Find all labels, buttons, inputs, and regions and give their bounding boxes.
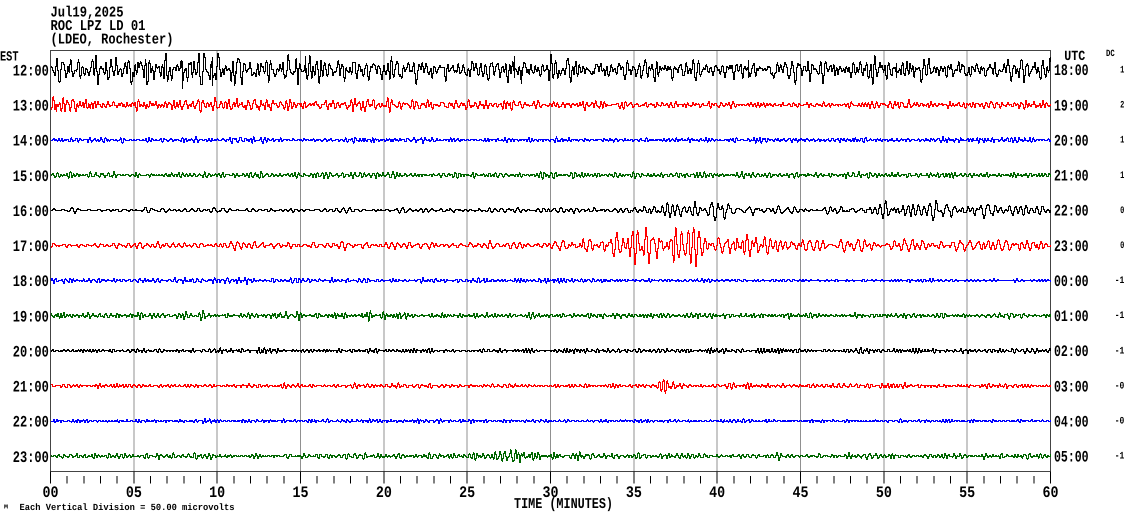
svg-text:15: 15 xyxy=(293,484,309,502)
svg-text:00:00: 00:00 xyxy=(1054,273,1089,291)
svg-text:(LDEO, Rochester): (LDEO, Rochester) xyxy=(51,32,174,49)
svg-text:19:00: 19:00 xyxy=(13,308,49,326)
svg-text:0: 0 xyxy=(1120,206,1124,217)
svg-text:21:00: 21:00 xyxy=(1054,168,1089,186)
svg-text:20:00: 20:00 xyxy=(13,343,49,361)
svg-text:14:00: 14:00 xyxy=(13,133,49,151)
svg-text:22:00: 22:00 xyxy=(1054,203,1089,221)
svg-text:17:00: 17:00 xyxy=(13,238,49,256)
svg-text:Each Vertical Division = 50.: Each Vertical Division = 50.00 microvolt… xyxy=(20,502,235,513)
svg-text:00: 00 xyxy=(43,484,59,502)
svg-text:18:00: 18:00 xyxy=(13,273,49,291)
svg-text:60: 60 xyxy=(1043,484,1059,502)
svg-text:-1: -1 xyxy=(1115,346,1125,357)
svg-text:16:00: 16:00 xyxy=(13,203,49,221)
svg-text:01:00: 01:00 xyxy=(1054,308,1089,326)
svg-text:23:00: 23:00 xyxy=(13,449,49,467)
svg-text:-1: -1 xyxy=(1115,452,1125,463)
svg-text:21:00: 21:00 xyxy=(13,379,49,397)
svg-text:1: 1 xyxy=(1120,136,1124,147)
svg-text:05: 05 xyxy=(126,484,142,502)
svg-text:22:00: 22:00 xyxy=(13,414,49,432)
svg-text:40: 40 xyxy=(709,484,725,502)
svg-text:1: 1 xyxy=(1120,171,1124,182)
svg-text:45: 45 xyxy=(793,484,809,502)
svg-text:0: 0 xyxy=(1120,241,1124,252)
svg-text:Jul19,2025: Jul19,2025 xyxy=(51,5,124,22)
svg-text:EST: EST xyxy=(0,49,19,65)
svg-text:18:00: 18:00 xyxy=(1054,62,1089,80)
svg-text:35: 35 xyxy=(626,484,642,502)
svg-text:10: 10 xyxy=(209,484,225,502)
svg-text:TIME (MINUTES): TIME (MINUTES) xyxy=(514,496,613,513)
svg-text:15:00: 15:00 xyxy=(13,168,49,186)
svg-text:-0: -0 xyxy=(1115,417,1125,428)
svg-text:12:00: 12:00 xyxy=(13,63,49,81)
svg-text:1: 1 xyxy=(1120,65,1124,76)
svg-text:M: M xyxy=(4,503,8,510)
svg-text:-0: -0 xyxy=(1115,381,1125,392)
svg-text:13:00: 13:00 xyxy=(13,98,49,116)
svg-text:23:00: 23:00 xyxy=(1054,238,1089,256)
svg-text:2: 2 xyxy=(1120,101,1124,112)
svg-text:03:00: 03:00 xyxy=(1054,378,1089,396)
svg-text:55: 55 xyxy=(959,484,975,502)
svg-text:-1: -1 xyxy=(1115,276,1125,287)
svg-text:DC: DC xyxy=(1106,48,1115,59)
svg-text:50: 50 xyxy=(876,484,892,502)
svg-text:30: 30 xyxy=(543,484,559,502)
svg-text:ROC LPZ LD 01: ROC LPZ LD 01 xyxy=(51,18,146,35)
svg-text:20: 20 xyxy=(376,484,392,502)
svg-text:25: 25 xyxy=(459,484,475,502)
svg-text:02:00: 02:00 xyxy=(1054,343,1089,361)
svg-text:-1: -1 xyxy=(1115,311,1125,322)
svg-text:UTC: UTC xyxy=(1064,49,1085,65)
svg-text:04:00: 04:00 xyxy=(1054,413,1089,431)
svg-text:20:00: 20:00 xyxy=(1054,132,1089,150)
svg-text:05:00: 05:00 xyxy=(1054,449,1089,467)
svg-text:19:00: 19:00 xyxy=(1054,97,1089,115)
